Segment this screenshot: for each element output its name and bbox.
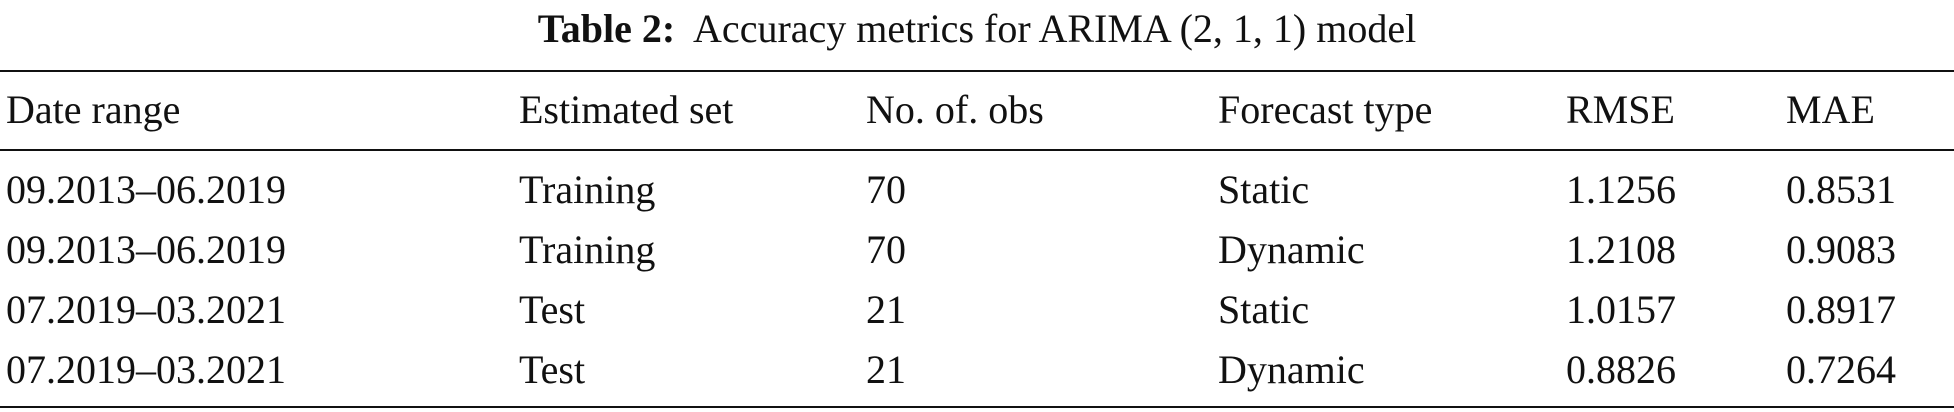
header-cell: Forecast type (1218, 87, 1433, 132)
table-cell: 70 (866, 167, 906, 212)
table-cell: 21 (866, 347, 906, 392)
table-cell: Static (1218, 167, 1310, 212)
table-cell: 09.2013–06.2019 (6, 167, 286, 212)
table-cell: 0.8826 (1566, 347, 1676, 392)
table-cell: 07.2019–03.2021 (6, 347, 286, 392)
header-cell: MAE (1786, 87, 1875, 132)
table-cell: 07.2019–03.2021 (6, 287, 286, 332)
table-cell: 1.0157 (1566, 287, 1676, 332)
table-caption: Table 2: Accuracy metrics for ARIMA (2, … (0, 6, 1954, 52)
caption-label: Table 2: (537, 6, 676, 51)
table-cell: Static (1218, 287, 1310, 332)
header-rule (0, 149, 1954, 151)
table-cell: 1.2108 (1566, 227, 1676, 272)
table-cell: 0.9083 (1786, 227, 1896, 272)
table-cell: 1.1256 (1566, 167, 1676, 212)
header-cell: No. of. obs (866, 87, 1044, 132)
table-cell: 0.8531 (1786, 167, 1896, 212)
table-cell: 70 (866, 227, 906, 272)
table-cell: Training (519, 227, 656, 272)
table-cell: Test (519, 287, 586, 332)
table-cell: Training (519, 167, 656, 212)
table-cell: 21 (866, 287, 906, 332)
table-cell: 0.7264 (1786, 347, 1896, 392)
header-cell: RMSE (1566, 87, 1675, 132)
caption-text: Accuracy metrics for ARIMA (2, 1, 1) mod… (693, 6, 1417, 51)
table-cell: Dynamic (1218, 347, 1365, 392)
header-cell: Estimated set (519, 87, 734, 132)
table-cell: Dynamic (1218, 227, 1365, 272)
table-cell: 0.8917 (1786, 287, 1896, 332)
table-cell: Test (519, 347, 586, 392)
table-cell: 09.2013–06.2019 (6, 227, 286, 272)
bottom-rule (0, 406, 1954, 408)
header-cell: Date range (6, 87, 181, 132)
top-rule (0, 70, 1954, 72)
